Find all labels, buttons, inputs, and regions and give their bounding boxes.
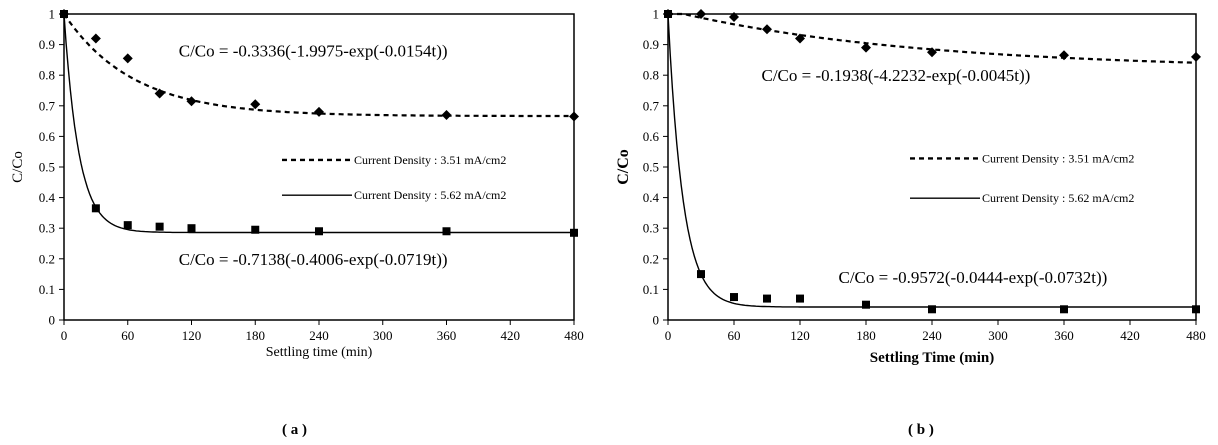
chart-a-x-tick-label: 420 <box>501 328 521 343</box>
chart-a-y-axis-label: C/Co <box>10 151 26 183</box>
chart-a-series-1-point <box>186 96 197 107</box>
chart-a-equation-2: C/Co = -0.7138(-0.4006-exp(-0.0719t)) <box>179 250 448 269</box>
chart-a-legend-label-2: Current Density : 5.62 mA/cm2 <box>354 188 506 202</box>
chart-a-legend-label-1: Current Density : 3.51 mA/cm2 <box>354 153 506 167</box>
chart-a-series-1-point <box>250 99 261 110</box>
chart-a-series-2-point <box>155 222 164 231</box>
chart-a-series-2-point <box>123 221 132 230</box>
chart-a-series-1-point <box>314 106 324 117</box>
chart-a-y-tick-label: 0.4 <box>39 190 56 205</box>
chart-a-x-tick-label: 480 <box>564 328 584 343</box>
chart-a-x-tick-label: 300 <box>373 328 393 343</box>
chart-b-series-1-point <box>1191 51 1201 62</box>
chart-b-equation-2: C/Co = -0.9572(-0.0444-exp(-0.0732t)) <box>839 268 1108 287</box>
chart-a-y-tick-label: 0.9 <box>39 37 55 52</box>
chart-b-series-2-point <box>1192 305 1200 314</box>
chart-b-legend-label-1: Current Density : 3.51 mA/cm2 <box>982 151 1134 165</box>
chart-b-series-2-point <box>1060 305 1068 314</box>
chart-a-series-2-point <box>91 204 100 213</box>
chart-a-y-tick-label: 1 <box>49 7 56 22</box>
chart-b-x-tick-label: 420 <box>1120 328 1140 343</box>
chart-a-series-1-point <box>441 109 452 120</box>
chart-a-series-1-point <box>122 53 133 64</box>
chart-a-y-tick-label: 0.6 <box>39 129 56 144</box>
chart-a-equation-1: C/Co = -0.3336(-1.9975-exp(-0.0154t)) <box>179 42 448 61</box>
chart-a-series-2-point <box>251 225 260 234</box>
chart-b-y-tick-label: 0.1 <box>643 282 659 297</box>
chart-a-series-2-point <box>442 227 451 236</box>
chart-b-series-2-point <box>697 270 705 279</box>
chart-b-y-tick-label: 0.7 <box>643 98 660 113</box>
chart-a-series-2-point <box>187 224 196 233</box>
chart-a-series-1-point <box>569 111 579 122</box>
chart-b-y-tick-label: 0.9 <box>643 37 659 52</box>
chart-a-x-tick-label: 360 <box>437 328 457 343</box>
chart-a-series-2-point <box>570 228 578 237</box>
chart-a-x-axis-label: Settling time (min) <box>266 345 373 360</box>
chart-a-series-1-point <box>90 33 101 44</box>
chart-b-legend-label-2: Current Density : 5.62 mA/cm2 <box>982 191 1134 205</box>
chart-b-x-tick-label: 360 <box>1054 328 1074 343</box>
chart-b-y-tick-label: 1 <box>653 7 660 22</box>
chart-b-series-2-point <box>730 293 738 302</box>
chart-b-x-tick-label: 120 <box>790 328 810 343</box>
chart-b-series-1-point <box>927 47 937 58</box>
chart-a-x-tick-label: 60 <box>121 328 134 343</box>
chart-b-x-tick-label: 0 <box>665 328 672 343</box>
chart-a-y-tick-label: 0.2 <box>39 251 55 266</box>
chart-b-x-tick-label: 180 <box>856 328 876 343</box>
chart-b-series-2-point <box>928 305 936 314</box>
chart-b-series-1-point <box>861 42 871 53</box>
chart-a-series-2-point <box>60 10 68 18</box>
chart-a-y-tick-label: 0.7 <box>39 98 56 113</box>
chart-b-series-2-point <box>664 10 672 18</box>
chart-b-series-1-point <box>762 24 772 35</box>
chart-b-y-tick-label: 0.8 <box>643 68 659 83</box>
chart-a-x-tick-label: 120 <box>182 328 202 343</box>
chart-b-series-1-point <box>1059 50 1069 61</box>
chart-a-y-tick-label: 0.5 <box>39 160 55 175</box>
chart-a-y-tick-label: 0.8 <box>39 68 55 83</box>
chart-a-series-2-point <box>315 227 323 236</box>
chart-b-series-1-point <box>696 9 706 19</box>
chart-b-x-tick-label: 60 <box>728 328 741 343</box>
chart-b-series-2-point <box>862 300 870 309</box>
chart-b-x-axis-label: Settling Time (min) <box>870 350 994 366</box>
chart-b-equation-1: C/Co = -0.1938(-4.2232-exp(-0.0045t)) <box>762 66 1031 85</box>
chart-b-x-tick-label: 300 <box>988 328 1008 343</box>
chart-b-series-1-fit-line <box>668 12 1196 64</box>
chart-b-x-tick-label: 240 <box>922 328 942 343</box>
chart-b-y-tick-label: 0 <box>653 313 660 328</box>
chart-a-y-tick-label: 0.3 <box>39 221 55 236</box>
chart-a-series-1-point <box>154 88 165 99</box>
chart-b-y-tick-label: 0.4 <box>643 190 660 205</box>
chart-b-y-tick-label: 0.3 <box>643 221 659 236</box>
chart-a-y-tick-label: 0.1 <box>39 282 55 297</box>
chart-b-x-tick-label: 480 <box>1186 328 1206 343</box>
chart-a-x-tick-label: 180 <box>246 328 266 343</box>
chart-b-series-2-point <box>763 294 771 303</box>
chart-a-x-tick-label: 0 <box>61 328 68 343</box>
chart-b-y-axis-label: C/Co <box>615 149 632 185</box>
chart-b-series-1-point <box>729 12 739 23</box>
chart-b-y-tick-label: 0.6 <box>643 129 660 144</box>
chart-a-series-1-fit-line <box>63 13 574 118</box>
chart-b-y-tick-label: 0.2 <box>643 251 659 266</box>
chart-b-series-2-point <box>796 294 804 303</box>
caption-a: ( a ) <box>282 422 307 438</box>
chart-a-y-tick-label: 0 <box>49 313 56 328</box>
chart-a-x-tick-label: 240 <box>309 328 329 343</box>
chart-b-y-tick-label: 0.5 <box>643 160 659 175</box>
chart-b-series-1-point <box>795 33 805 44</box>
caption-b: ( b ) <box>908 422 934 438</box>
